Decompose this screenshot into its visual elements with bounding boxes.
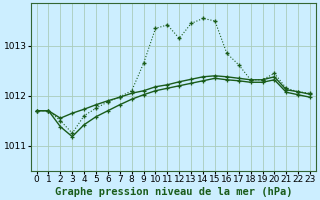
X-axis label: Graphe pression niveau de la mer (hPa): Graphe pression niveau de la mer (hPa) xyxy=(55,186,292,197)
